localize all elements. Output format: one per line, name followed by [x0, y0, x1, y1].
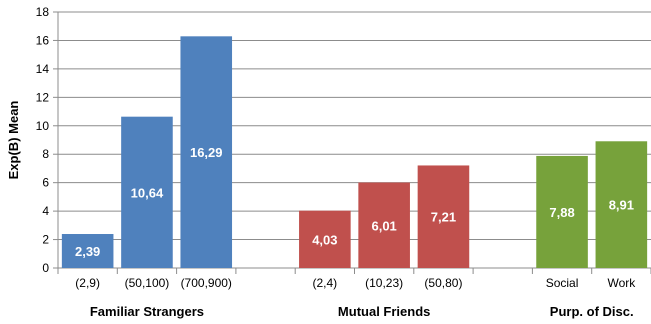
y-tick-label-16: 16 [36, 33, 50, 47]
y-axis-label: Exp(B) Mean [6, 101, 21, 180]
data-label-1: 10,64 [131, 185, 164, 200]
bar-0 [61, 234, 114, 268]
data-label-4: 4,03 [312, 232, 337, 247]
y-tick-label-18: 18 [36, 5, 50, 19]
x-tick-label-2: (700,900) [181, 276, 232, 290]
bar-6 [417, 165, 470, 268]
bar-9 [595, 141, 648, 268]
x-tick-label-1: (50,100) [125, 276, 170, 290]
bar-5 [358, 182, 410, 268]
x-tick-label-9: Work [607, 276, 636, 290]
bar-8 [536, 155, 588, 268]
x-tick-label-4: (2,4) [313, 276, 338, 290]
data-label-8: 7,88 [549, 205, 574, 220]
x-tick-label-8: Social [546, 276, 579, 290]
x-tick-label-0: (2,9) [75, 276, 100, 290]
bar-1 [121, 116, 173, 268]
bar-2 [180, 36, 233, 268]
y-tick-label-8: 8 [42, 147, 49, 161]
y-tick-label-0: 0 [42, 261, 49, 275]
data-label-0: 2,39 [75, 244, 100, 259]
data-label-5: 6,01 [371, 218, 396, 233]
group-label-0: Familiar Strangers [90, 304, 204, 319]
group-label-1: Mutual Friends [338, 304, 430, 319]
bars-layer [61, 36, 648, 268]
bar-4 [299, 210, 351, 268]
y-tick-label-10: 10 [36, 119, 50, 133]
y-tick-label-12: 12 [36, 90, 50, 104]
group-label-2: Purp. of Disc. [550, 304, 634, 319]
y-tick-label-4: 4 [42, 204, 49, 218]
y-tick-label-14: 14 [36, 62, 50, 76]
y-tick-label-2: 2 [42, 233, 49, 247]
data-label-6: 7,21 [431, 210, 456, 225]
x-tick-label-6: (50,80) [424, 276, 462, 290]
y-tick-label-6: 6 [42, 176, 49, 190]
data-label-2: 16,29 [190, 145, 223, 160]
x-tick-label-5: (10,23) [365, 276, 403, 290]
data-label-9: 8,91 [609, 198, 634, 213]
labels-layer: 0 2 4 6 8 10 12 14 16 18 (2,9) 2,39 (50,100) 10,64 (70… [36, 5, 637, 319]
